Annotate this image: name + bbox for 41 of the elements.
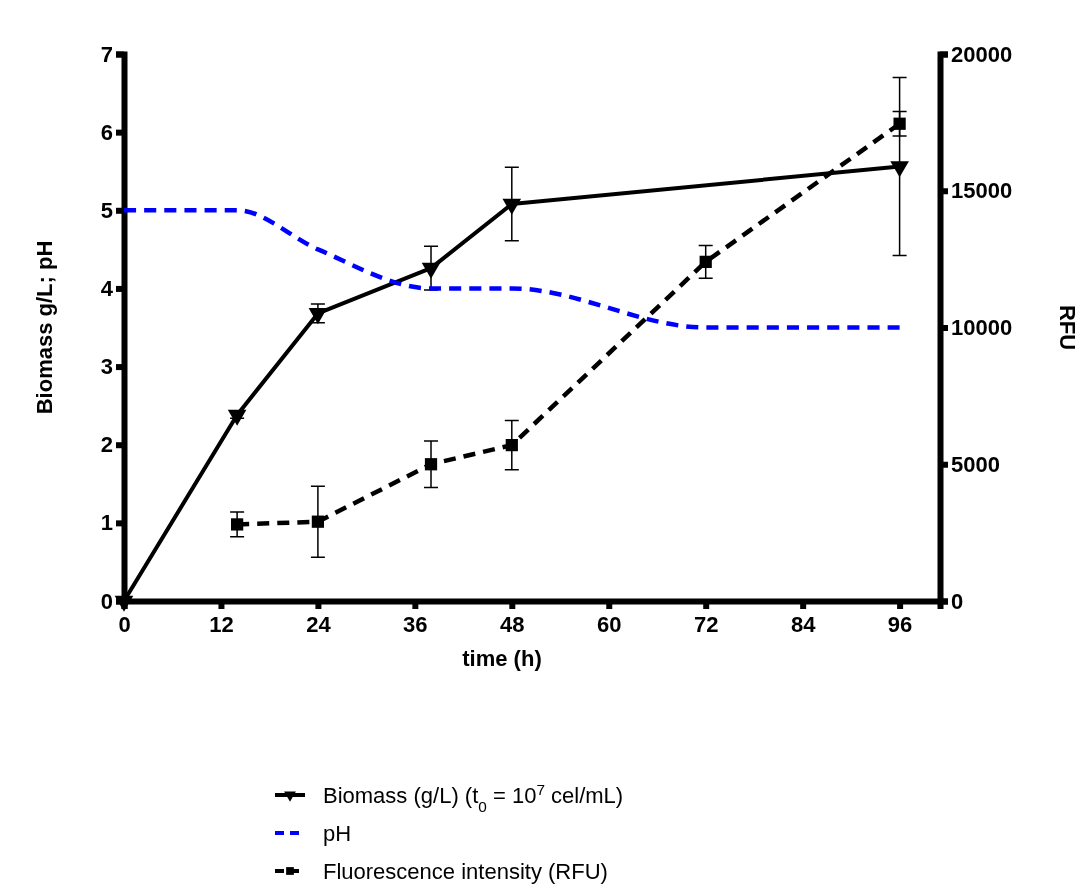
point [890, 161, 909, 178]
point [421, 262, 441, 279]
x-tick-label: 0 [118, 611, 131, 637]
point [424, 458, 438, 471]
y2-axis-title: RFU [1055, 304, 1080, 351]
x-tick-label: 36 [403, 611, 428, 637]
point [230, 518, 244, 531]
y-tick-label: 3 [100, 354, 113, 380]
x-tick-label: 84 [790, 611, 817, 637]
legend-label: Biomass (g/L) (t$_{0}$ = 10$^{7}$ cel/mL) [323, 780, 624, 815]
y2-tick-label: 5000 [951, 451, 1000, 477]
x-tick-label: 60 [597, 611, 622, 637]
y-tick-label: 1 [100, 510, 113, 536]
point [311, 515, 325, 528]
x-tick-label: 96 [887, 611, 913, 637]
x-axis-title: time (h) [462, 646, 542, 671]
x-tick-label: 72 [693, 611, 719, 637]
x-tick-label: 48 [500, 611, 525, 637]
y-tick-label: 5 [100, 197, 113, 223]
y-axis-title: Biomass g/L; pH [32, 240, 57, 415]
point [308, 308, 328, 325]
point [114, 595, 134, 612]
y-tick-label: 4 [100, 275, 114, 301]
x-tick-label: 12 [209, 611, 234, 637]
point [699, 255, 712, 268]
line-series [121, 208, 902, 330]
x-tick-label: 24 [306, 611, 332, 637]
legend-label: pH [323, 821, 352, 846]
y-tick-label: 2 [100, 432, 113, 458]
y2-tick-label: 10000 [951, 315, 1013, 341]
point [893, 117, 906, 130]
y2-tick-label: 20000 [951, 41, 1013, 67]
y-tick-label: 0 [100, 588, 113, 614]
point [227, 409, 247, 426]
legend-label: Fluorescence intensity (RFU) [323, 859, 608, 884]
y2-tick-label: 0 [951, 588, 964, 614]
y-tick-label: 7 [100, 41, 113, 67]
point [502, 198, 522, 215]
point [505, 438, 518, 452]
y2-tick-label: 15000 [951, 178, 1013, 204]
y-tick-label: 6 [100, 119, 113, 145]
